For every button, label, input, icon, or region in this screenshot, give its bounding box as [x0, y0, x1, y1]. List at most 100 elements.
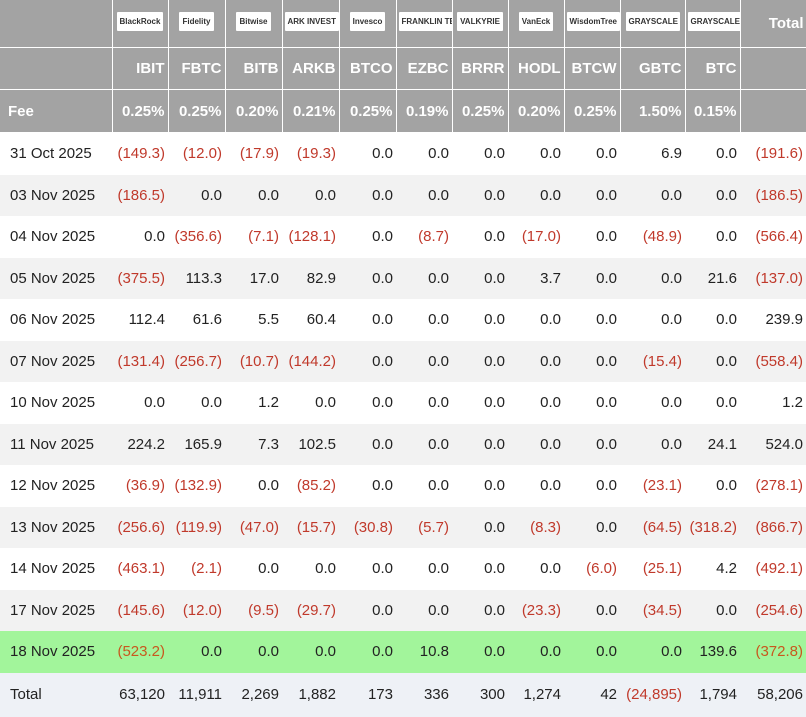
- ticker: GBTC: [620, 47, 686, 90]
- flow-value: 0.0: [685, 174, 740, 216]
- flow-value: 0.0: [396, 299, 452, 341]
- flow-value: 173: [339, 672, 396, 717]
- header-cell: [0, 0, 113, 48]
- row-label: 07 Nov 2025: [0, 340, 112, 382]
- flow-value: 0.0: [452, 174, 508, 216]
- flow-value: 0.0: [339, 216, 396, 258]
- data-row: 04 Nov 2025 0.0 (356.6) (7.1) (128.1) 0.0 (8.7…: [0, 216, 806, 258]
- flow-value: 300: [452, 672, 508, 717]
- fee: 0.25%: [168, 89, 226, 133]
- flow-value: 0.0: [564, 465, 620, 507]
- flow-value: 0.0: [508, 340, 564, 382]
- flow-value: 0.0: [620, 631, 685, 673]
- flow-value: 4.2: [685, 548, 740, 590]
- data-row: 05 Nov 2025 (375.5) 113.3 17.0 82.9 0.0 0.0 0.0…: [0, 257, 806, 299]
- flow-value: 0.0: [508, 548, 564, 590]
- logo-cell: Bitwise: [225, 0, 283, 48]
- fee: 0.21%: [282, 89, 340, 133]
- flow-value: 2,269: [225, 672, 282, 717]
- flow-value: 0.0: [685, 132, 740, 175]
- flow-value: (186.5): [740, 174, 806, 216]
- flow-value: (128.1): [282, 216, 339, 258]
- flow-value: (34.5): [620, 589, 685, 631]
- data-row: 07 Nov 2025 (131.4) (256.7) (10.7) (144.2) 0.…: [0, 340, 806, 382]
- flow-value: 0.0: [168, 174, 225, 216]
- flow-value: (119.9): [168, 506, 225, 548]
- fee: 0.20%: [508, 89, 565, 133]
- flow-value: 0.0: [339, 465, 396, 507]
- flow-value: 0.0: [508, 382, 564, 424]
- flow-value: 0.0: [620, 257, 685, 299]
- ticker: BTC: [685, 47, 741, 90]
- flow-value: (19.3): [282, 132, 339, 175]
- flow-value: (64.5): [620, 506, 685, 548]
- flow-value: 1.2: [225, 382, 282, 424]
- row-label: 17 Nov 2025: [0, 589, 112, 631]
- row-label: 12 Nov 2025: [0, 465, 112, 507]
- flow-value: 0.0: [452, 631, 508, 673]
- flow-value: 0.0: [396, 257, 452, 299]
- flow-value: (372.8): [740, 631, 806, 673]
- flow-value: (30.8): [339, 506, 396, 548]
- flow-value: 0.0: [564, 132, 620, 175]
- flow-value: 0.0: [225, 174, 282, 216]
- ticker: EZBC: [396, 47, 453, 90]
- ticker: BRRR: [452, 47, 509, 90]
- total-row: Total 63,120 11,911 2,269 1,882 173 336 300 1,27…: [0, 672, 806, 717]
- logo-cell: BlackRock: [112, 0, 169, 48]
- flow-value: (17.0): [508, 216, 564, 258]
- flow-value: (318.2): [685, 506, 740, 548]
- flow-value: 0.0: [339, 423, 396, 465]
- flow-value: 0.0: [282, 548, 339, 590]
- ticker: FBTC: [168, 47, 226, 90]
- flow-value: 0.0: [339, 257, 396, 299]
- fee: 0.20%: [225, 89, 283, 133]
- flow-value: 0.0: [452, 548, 508, 590]
- flow-value: 0.0: [396, 382, 452, 424]
- flow-value: 1,274: [508, 672, 564, 717]
- data-row: 03 Nov 2025 (186.5) 0.0 0.0 0.0 0.0 0.0 0.0 0.0 0…: [0, 174, 806, 216]
- logo-cell: Fidelity: [168, 0, 226, 48]
- flow-value: (375.5): [112, 257, 168, 299]
- flow-value: 0.0: [564, 382, 620, 424]
- logo-cell: GRAYSCALE: [685, 0, 741, 48]
- issuer-logo: GRAYSCALE: [687, 12, 739, 31]
- flow-value: 112.4: [112, 299, 168, 341]
- flow-value: (29.7): [282, 589, 339, 631]
- ticker: BTCO: [339, 47, 397, 90]
- data-row: 12 Nov 2025 (36.9) (132.9) 0.0 (85.2) 0.0 0.0 0…: [0, 465, 806, 507]
- flow-value: 0.0: [452, 257, 508, 299]
- flow-value: (25.1): [620, 548, 685, 590]
- flow-value: 0.0: [339, 382, 396, 424]
- flow-value: 0.0: [564, 631, 620, 673]
- issuer-logo: FRANKLIN TEMPLETON: [398, 12, 451, 31]
- total-header: Total: [740, 0, 806, 48]
- flow-value: 0.0: [564, 589, 620, 631]
- flow-value: (463.1): [112, 548, 168, 590]
- flow-value: (8.7): [396, 216, 452, 258]
- flow-value: (8.3): [508, 506, 564, 548]
- flow-value: (85.2): [282, 465, 339, 507]
- flow-value: (10.7): [225, 340, 282, 382]
- flow-value: 0.0: [685, 340, 740, 382]
- issuer-logo: WisdomTree: [566, 12, 619, 31]
- flow-value: 0.0: [452, 382, 508, 424]
- flow-value: 0.0: [452, 506, 508, 548]
- flow-value: 0.0: [396, 174, 452, 216]
- flow-value: (131.4): [112, 340, 168, 382]
- flow-value: 0.0: [339, 174, 396, 216]
- flow-value: 0.0: [282, 174, 339, 216]
- flow-value: 0.0: [112, 216, 168, 258]
- flow-value: 102.5: [282, 423, 339, 465]
- flow-value: (145.6): [112, 589, 168, 631]
- row-label: 04 Nov 2025: [0, 216, 112, 258]
- data-row: 14 Nov 2025 (463.1) (2.1) 0.0 0.0 0.0 0.0 0.0 0.…: [0, 548, 806, 590]
- row-label: 31 Oct 2025: [0, 132, 112, 175]
- flow-value: (558.4): [740, 340, 806, 382]
- flow-value: 0.0: [339, 340, 396, 382]
- data-row: 06 Nov 2025 112.4 61.6 5.5 60.4 0.0 0.0 0.0 0.0 0…: [0, 299, 806, 341]
- flow-value: (36.9): [112, 465, 168, 507]
- flow-value: 82.9: [282, 257, 339, 299]
- data-row: 31 Oct 2025 (149.3) (12.0) (17.9) (19.3) 0.0 0…: [0, 132, 806, 175]
